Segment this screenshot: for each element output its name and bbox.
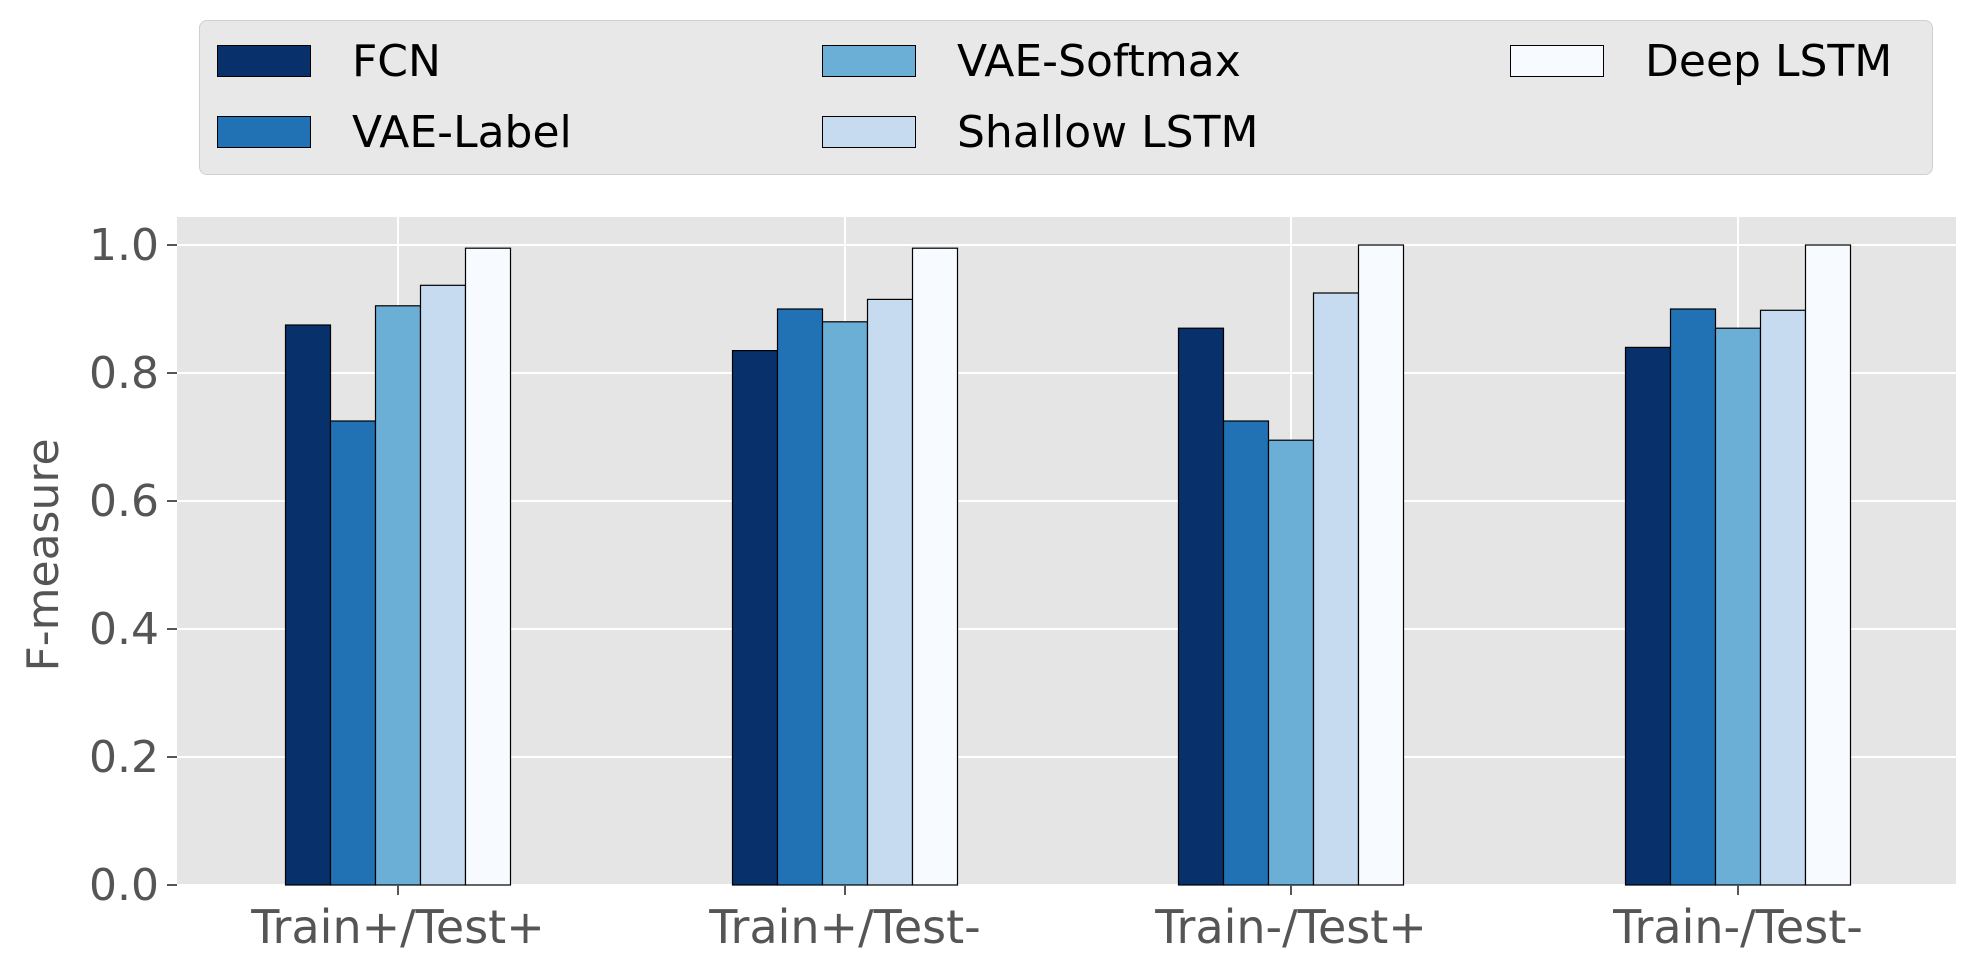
- bar-vae-softmax: [1267, 439, 1315, 886]
- x-tick-label: Train-/Test+: [1154, 900, 1427, 954]
- x-tick-label: Train+/Test+: [250, 900, 545, 954]
- legend-label-vae-softmax: VAE-Softmax: [957, 35, 1241, 87]
- bar-fcn: [284, 324, 332, 886]
- y-tick-label: 0.8: [89, 348, 159, 399]
- legend-swatch-deep-lstm: [1510, 45, 1604, 77]
- bar-vae-label: [329, 420, 377, 886]
- bar-deep-lstm: [464, 247, 512, 886]
- legend-label-deep-lstm: Deep LSTM: [1645, 35, 1893, 87]
- bar-shallow-lstm: [419, 284, 467, 886]
- bar-fcn: [1624, 346, 1672, 886]
- bar-deep-lstm: [911, 247, 959, 886]
- bar-shallow-lstm: [1759, 309, 1807, 886]
- x-axis: Train+/Test+ Train+/Test- Train-/Test+ Trai…: [250, 885, 1863, 954]
- legend-item-shallow-lstm: Shallow LSTM: [822, 107, 1258, 158]
- legend-label-shallow-lstm: Shallow LSTM: [957, 106, 1259, 158]
- bar-vae-softmax: [374, 305, 422, 886]
- legend-item-fcn: FCN: [217, 36, 441, 87]
- y-tick-label: 1.0: [89, 220, 159, 271]
- bar-vae-label: [1669, 308, 1717, 886]
- y-tick-label: 0.2: [89, 732, 159, 783]
- legend-swatch-vae-label: [217, 116, 311, 148]
- legend: FCN VAE-Label VAE-Softmax Shallow LSTM D…: [199, 20, 1933, 175]
- bar-vae-label: [1222, 420, 1270, 886]
- bar-deep-lstm: [1357, 244, 1405, 886]
- x-tick-label: Train-/Test-: [1612, 900, 1863, 954]
- legend-swatch-fcn: [217, 45, 311, 77]
- bar-shallow-lstm: [1312, 292, 1360, 886]
- legend-label-vae-label: VAE-Label: [352, 106, 572, 158]
- y-tick-label: 0.0: [89, 860, 159, 911]
- legend-item-vae-softmax: VAE-Softmax: [822, 36, 1241, 87]
- legend-label-fcn: FCN: [352, 35, 441, 87]
- bar-vae-softmax: [821, 321, 869, 886]
- bar-deep-lstm: [1804, 244, 1852, 886]
- legend-swatch-vae-softmax: [822, 45, 916, 77]
- bars: [284, 244, 1852, 886]
- y-tick-label: 0.4: [89, 604, 159, 655]
- bar-shallow-lstm: [866, 298, 914, 886]
- bar-vae-label: [776, 308, 824, 886]
- legend-swatch-shallow-lstm: [822, 116, 916, 148]
- y-tick-label: 0.6: [89, 476, 159, 527]
- bar-fcn: [731, 350, 779, 886]
- bar-fcn: [1177, 327, 1225, 886]
- x-tick-label: Train+/Test-: [708, 900, 981, 954]
- legend-item-deep-lstm: Deep LSTM: [1510, 36, 1892, 87]
- y-axis-label: F-measure: [18, 438, 69, 671]
- legend-item-vae-label: VAE-Label: [217, 107, 572, 158]
- bar-vae-softmax: [1714, 327, 1762, 886]
- y-axis: 0.0 0.2 0.4 0.6 0.8 1.0: [89, 220, 177, 911]
